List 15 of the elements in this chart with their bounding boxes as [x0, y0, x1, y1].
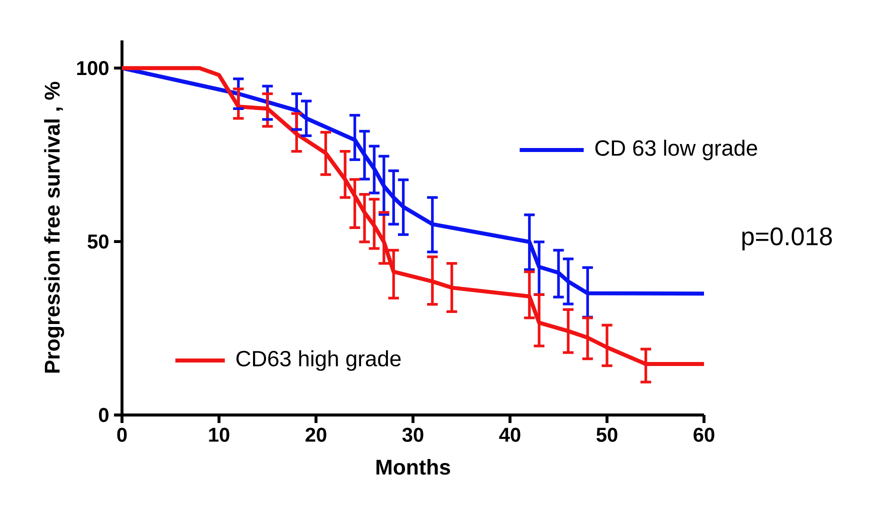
x-tick-label: 0	[117, 428, 127, 442]
x-tick-label: 20	[306, 428, 326, 442]
y-axis-title: Progression free survival , %	[44, 82, 64, 373]
x-tick-label: 10	[209, 428, 230, 442]
text: p=0.018	[742, 227, 832, 250]
x-axis-title: Months	[376, 459, 450, 475]
legend-label: CD63 high grade	[236, 350, 401, 371]
x-tick-label: 50	[596, 428, 618, 442]
x-tick-label: 30	[402, 428, 424, 442]
y-tick-label: 100	[77, 61, 108, 76]
x-tick-label: 40	[499, 428, 520, 442]
legend-label: CD 63 low grade	[595, 140, 758, 160]
y-tick-label: 50	[88, 234, 108, 249]
x-tick-label: 60	[694, 428, 714, 442]
y-tick-label: 0	[98, 408, 108, 422]
